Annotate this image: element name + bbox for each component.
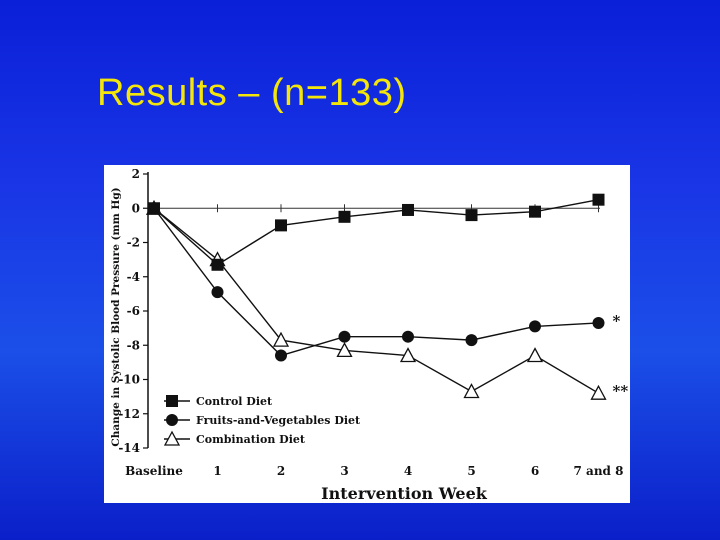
data-point-circle <box>402 330 414 343</box>
x-tick-label: 3 <box>340 464 348 478</box>
data-point-circle <box>275 349 287 362</box>
x-axis-label: Intervention Week <box>321 484 488 503</box>
data-point-square <box>529 205 541 218</box>
slide-title: Results – (n=133) <box>97 72 407 114</box>
y-tick-label: -6 <box>127 304 140 318</box>
data-point-circle <box>465 334 478 347</box>
x-tick-label: 7 and 8 <box>574 464 624 478</box>
data-point-triangle <box>399 347 417 363</box>
y-tick-label: -14 <box>118 441 140 455</box>
x-tick-label: 4 <box>404 464 412 478</box>
y-axis-label: Change in Systolic Blood Pressure (mm Hg… <box>110 187 122 446</box>
chart-series: *** <box>145 193 629 400</box>
data-point-square <box>338 210 351 223</box>
line-chart: 2 0 -2 -4 -6 -8 -10 -12 -14 Baseline 1 2 3 4 5 6 7 and 8… <box>110 167 629 503</box>
legend-entry-label: Fruits-and-Vegetables Diet <box>196 414 361 427</box>
y-tick-label: -4 <box>127 270 140 284</box>
legend-entry-label: Control Diet <box>196 395 273 408</box>
data-point-circle <box>211 286 224 299</box>
y-tick-label: 2 <box>132 167 140 181</box>
y-tick-label: -2 <box>127 236 140 250</box>
data-point-triangle <box>272 331 290 347</box>
data-point-circle <box>166 414 178 426</box>
data-point-triangle <box>163 430 181 446</box>
data-point-square <box>148 202 160 215</box>
chart-legend: Control Diet Fruits-and-Vegetables Diet Co… <box>163 395 361 446</box>
y-tick-label: 0 <box>132 201 140 215</box>
x-tick-label: 2 <box>277 464 285 478</box>
data-point-square <box>592 193 605 206</box>
data-point-circle <box>592 316 605 329</box>
y-tick-label: -12 <box>118 407 140 421</box>
significance-annotation: ** <box>613 382 629 400</box>
data-point-circle <box>529 320 541 333</box>
data-point-triangle <box>590 384 607 400</box>
x-tick-label: Baseline <box>125 464 183 478</box>
significance-annotation: * <box>613 312 621 330</box>
chart-panel: 2 0 -2 -4 -6 -8 -10 -12 -14 Baseline 1 2 3 4 5 6 7 and 8… <box>104 165 630 503</box>
data-point-square <box>402 203 414 216</box>
data-point-triangle <box>526 347 544 363</box>
y-tick-label: -8 <box>127 338 140 352</box>
series-line <box>153 207 599 394</box>
data-point-triangle <box>463 383 480 399</box>
legend-entry-label: Combination Diet <box>196 433 306 446</box>
data-point-triangle <box>336 342 353 358</box>
chart-axes: 2 0 -2 -4 -6 -8 -10 -12 -14 Baseline 1 2 3 4 5 6 7 and 8 <box>118 167 623 478</box>
series-line <box>153 207 599 357</box>
data-point-square <box>465 209 478 222</box>
data-point-square <box>211 258 224 271</box>
y-tick-label: -10 <box>118 373 140 387</box>
x-tick-label: 1 <box>213 464 221 478</box>
data-point-circle <box>338 330 351 343</box>
series-line <box>153 198 599 266</box>
data-point-square <box>166 395 178 407</box>
data-point-square <box>275 219 287 232</box>
x-tick-label: 6 <box>531 464 539 478</box>
x-tick-label: 5 <box>467 464 475 478</box>
